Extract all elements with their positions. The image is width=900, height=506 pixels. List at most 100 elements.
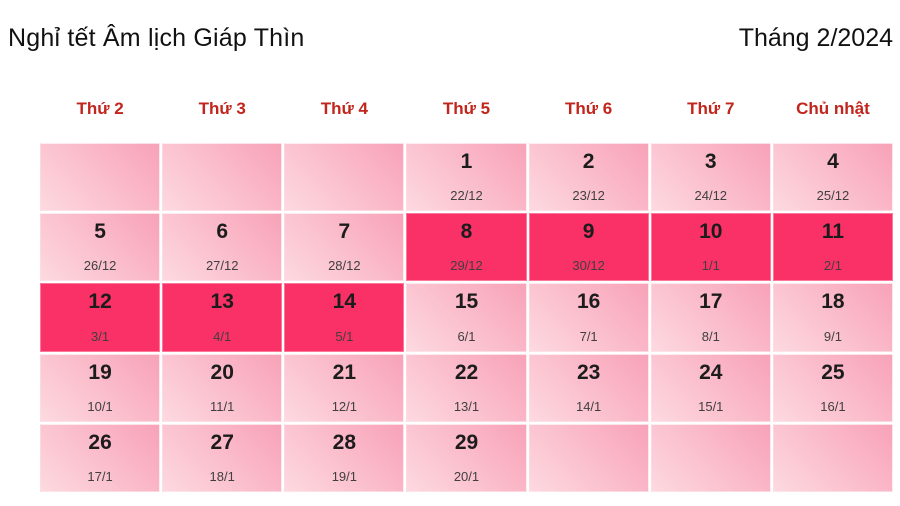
lunar-date: 17/1: [87, 468, 113, 484]
month-label: Tháng 2/2024: [738, 24, 893, 52]
day-number: 24: [699, 360, 723, 384]
day-number: 7: [338, 220, 351, 244]
weekday-label-7: Chủ nhật: [796, 99, 870, 118]
lunar-date: 24/12: [694, 188, 728, 204]
calendar-cell-empty: [162, 143, 283, 212]
day-number: 17: [699, 290, 723, 314]
calendar-cell-day-7: 7 28/12: [284, 213, 405, 282]
weekday-label-5: Thứ 6: [565, 99, 613, 118]
lunar-date: 29/12: [450, 258, 483, 274]
calendar-cell-day-25: 25 16/1: [772, 353, 893, 422]
calendar-cell-day-3: 3 24/12: [650, 143, 771, 212]
calendar-cell-day-12: 12 3/1: [40, 283, 161, 352]
lunar-date: 14/1: [575, 398, 602, 414]
day-number: 9: [582, 220, 595, 244]
day-number: 29: [454, 430, 479, 454]
calendar-cell-empty: [284, 143, 405, 212]
lunar-date: 7/1: [579, 328, 598, 344]
calendar-cell-day-1: 1 22/12: [406, 143, 527, 212]
lunar-date: 9/1: [823, 328, 842, 344]
lunar-date: 22/12: [450, 188, 483, 204]
calendar-cell-day-6: 6 27/12: [162, 213, 283, 282]
weekday-label-6: Thứ 7: [687, 99, 735, 118]
day-number: 20: [210, 360, 234, 384]
calendar-cell-day-14: 14 5/1: [284, 283, 405, 352]
lunar-date: 13/1: [453, 398, 480, 414]
day-number: 8: [460, 220, 473, 244]
lunar-date: 3/1: [91, 328, 110, 344]
calendar-cell-day-19: 19 10/1: [40, 353, 161, 422]
lunar-date: 30/12: [572, 258, 605, 274]
calendar-cell-day-11: 11 2/1: [772, 213, 893, 282]
day-number: 10: [699, 220, 723, 244]
calendar-cell-empty: [650, 423, 771, 492]
calendar-cell-day-13: 13 4/1: [162, 283, 283, 352]
calendar-cell-day-9: 9 30/12: [528, 213, 649, 282]
calendar-cell-day-20: 20 11/1: [162, 353, 283, 422]
day-number: 5: [94, 220, 106, 244]
calendar-cell-day-2: 2 23/12: [528, 143, 649, 212]
calendar-cell-day-8: 8 29/12: [406, 213, 527, 282]
day-number: 2: [582, 150, 595, 173]
lunar-date: 15/1: [698, 398, 724, 414]
calendar-cell-day-16: 16 7/1: [528, 283, 649, 352]
day-number: 3: [704, 150, 717, 173]
lunar-date: 12/1: [331, 398, 357, 414]
day-number: 23: [576, 360, 601, 384]
lunar-date: 23/12: [572, 188, 605, 204]
calendar-cell-day-17: 17 8/1: [650, 283, 771, 352]
day-number: 14: [332, 290, 357, 314]
calendar-cell-empty: [772, 423, 893, 492]
lunar-date: 18/1: [209, 468, 235, 484]
calendar-cell-day-22: 22 13/1: [406, 353, 527, 422]
weekday-label-4: Thứ 5: [442, 99, 491, 118]
day-number: 15: [454, 290, 479, 314]
calendar-cell-day-15: 15 6/1: [406, 283, 527, 352]
lunar-date: 4/1: [213, 328, 232, 344]
calendar-cell-day-21: 21 12/1: [284, 353, 405, 422]
lunar-date: 26/12: [83, 258, 117, 274]
day-number: 19: [88, 360, 112, 384]
calendar-grid: 1 22/12 2 23/12 3 24/12 4 25/12 5 26/12 6 27/12 7 28/…: [40, 143, 893, 492]
day-number: 18: [821, 290, 845, 314]
calendar-cell-day-5: 5 26/12: [40, 213, 161, 282]
lunar-date: 20/1: [453, 468, 480, 484]
day-number: 25: [821, 360, 845, 384]
calendar-cell-day-23: 23 14/1: [528, 353, 649, 422]
weekday-label-3: Thứ 4: [320, 99, 368, 118]
day-number: 6: [216, 220, 229, 244]
day-number: 13: [210, 290, 234, 314]
lunar-date: 1/1: [701, 258, 720, 274]
lunar-date: 2/1: [823, 258, 842, 274]
day-number: 27: [210, 430, 234, 454]
lunar-date: 27/12: [205, 258, 239, 274]
day-number: 26: [88, 430, 112, 454]
day-number: 11: [821, 220, 845, 244]
day-number: 16: [576, 290, 601, 314]
lunar-date: 16/1: [820, 398, 846, 414]
day-number: 4: [827, 150, 839, 173]
calendar-cell-day-28: 28 19/1: [284, 423, 405, 492]
calendar-cell-day-4: 4 25/12: [772, 143, 893, 212]
calendar-cell-day-26: 26 17/1: [40, 423, 161, 492]
lunar-date: 6/1: [457, 328, 476, 344]
calendar-cell-day-10: 10 1/1: [650, 213, 771, 282]
calendar-cell-day-27: 27 18/1: [162, 423, 283, 492]
day-number: 21: [332, 360, 357, 384]
lunar-date: 10/1: [87, 398, 113, 414]
lunar-date: 8/1: [701, 328, 720, 344]
day-number: 28: [332, 430, 357, 454]
weekday-header-row: Thứ 2 Thứ 3 Thứ 4 Thứ 5 Thứ 6 Thứ 7 Chủ nhật: [40, 97, 893, 121]
calendar-cell-empty: [528, 423, 649, 492]
page-title: Nghỉ tết Âm lịch Giáp Thìn: [8, 24, 305, 52]
lunar-date: 5/1: [335, 328, 354, 344]
lunar-date: 28/12: [328, 258, 361, 274]
weekday-label-1: Thứ 2: [76, 99, 124, 118]
calendar-cell-day-24: 24 15/1: [650, 353, 771, 422]
lunar-date: 11/1: [210, 398, 235, 414]
calendar-cell-empty: [40, 143, 161, 212]
day-number: 12: [88, 290, 112, 314]
day-number: 1: [460, 150, 473, 173]
weekday-label-2: Thứ 3: [198, 99, 246, 118]
titlebar: Nghỉ tết Âm lịch Giáp Thìn Tháng 2/2024: [8, 24, 893, 53]
